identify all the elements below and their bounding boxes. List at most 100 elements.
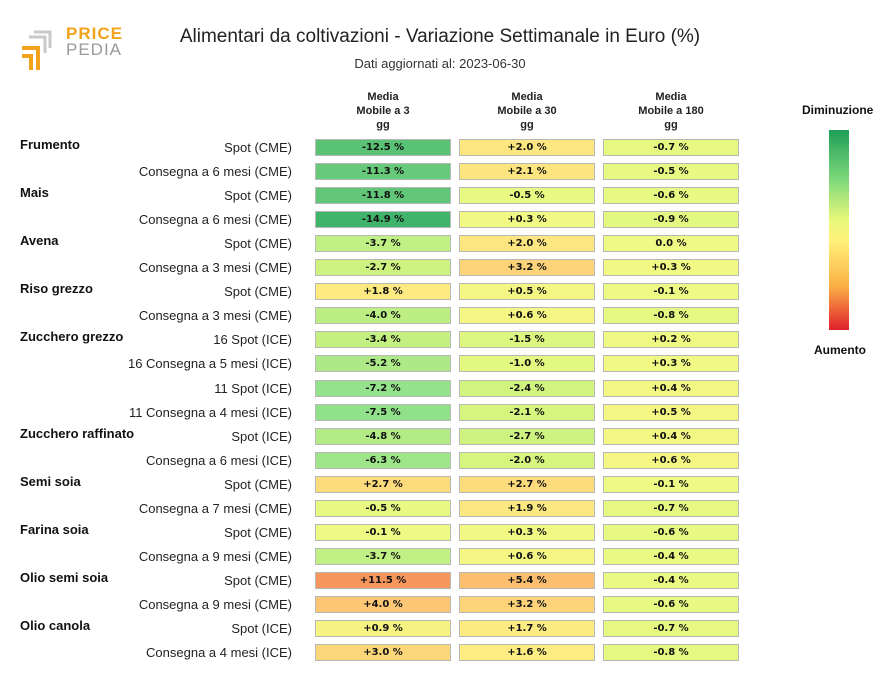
logo-wordmark: PRICE PEDIA: [66, 24, 123, 59]
column-header-line: gg: [520, 119, 534, 131]
row-label: Consegna a 9 mesi (CME): [138, 596, 292, 612]
heatmap-cell: +2.7 %: [459, 475, 595, 493]
legend-bottom-label: Aumento: [814, 343, 866, 357]
heatmap-cell: -0.1 %: [315, 523, 451, 541]
heatmap-cell: +4.0 %: [315, 595, 451, 613]
heatmap-cell: 0.0 %: [603, 235, 739, 253]
row-label: Consegna a 6 mesi (ICE): [146, 452, 292, 468]
heatmap-cell: +0.6 %: [459, 307, 595, 325]
heatmap-cell: -0.6 %: [603, 187, 739, 205]
row-label: Consegna a 4 mesi (ICE): [146, 645, 292, 661]
group-label: Olio semi soia: [20, 569, 109, 585]
heatmap-cell: +2.1 %: [459, 163, 595, 181]
group-label: Avena: [20, 233, 59, 249]
heatmap-cell: +1.8 %: [315, 283, 451, 301]
heatmap-cell: +0.3 %: [603, 259, 739, 277]
row-label: Consegna a 9 mesi (CME): [138, 548, 292, 564]
logo-mark-icon: [22, 30, 52, 70]
column-header: Media Mobile a 3 gg: [313, 90, 453, 132]
column-header-line: Media: [655, 91, 687, 103]
column-header-line: gg: [664, 119, 678, 131]
group-label: Riso grezzo: [20, 281, 93, 297]
heatmap-cell: -11.8 %: [315, 187, 451, 205]
row-label: Consegna a 6 mesi (CME): [138, 164, 292, 180]
row-label: Spot (ICE): [231, 428, 292, 444]
heatmap-cell: -7.2 %: [315, 379, 451, 397]
logo-word-price: PRICE: [66, 24, 123, 43]
heatmap-cell: -0.1 %: [603, 475, 739, 493]
heatmap-cell: -5.2 %: [315, 355, 451, 373]
row-label: 16 Consegna a 5 mesi (ICE): [127, 356, 292, 372]
heatmap-cell: -0.5 %: [315, 499, 451, 517]
heatmap-cell: -2.1 %: [459, 403, 595, 421]
heatmap-cell: +11.5 %: [315, 571, 451, 589]
row-label: Spot (CME): [224, 140, 292, 155]
heatmap-cell: -1.5 %: [459, 331, 595, 349]
heatmap-cell: +3.0 %: [315, 644, 451, 662]
column-header: Media Mobile a 30 gg: [457, 90, 597, 132]
heatmap-cell: -3.7 %: [315, 547, 451, 565]
heatmap-cell: +2.0 %: [459, 235, 595, 253]
heatmap-cell: +0.9 %: [315, 620, 451, 637]
column-header-line: Media: [511, 91, 543, 103]
heatmap-cell: -0.5 %: [459, 187, 595, 205]
heatmap-cell: +0.4 %: [603, 379, 739, 397]
heatmap-cell: +0.5 %: [459, 283, 595, 301]
heatmap-cell: +0.6 %: [603, 451, 739, 469]
chart-title: Alimentari da coltivazioni - Variazione …: [179, 26, 701, 47]
heatmap-cell: -2.0 %: [459, 451, 595, 469]
group-label: Zucchero raffinato: [20, 425, 135, 441]
heatmap-cell: -2.7 %: [459, 427, 595, 445]
row-label: 11 Spot (ICE): [214, 380, 292, 396]
chart-subtitle: Dati aggiornati al: 2023-06-30: [354, 56, 526, 71]
heatmap-cell: -0.8 %: [603, 307, 739, 325]
group-label: Frumento: [20, 137, 80, 152]
heatmap-cell: +0.4 %: [603, 427, 739, 445]
legend-top-label: Diminuzione: [802, 103, 874, 117]
heatmap-cell: -11.3 %: [315, 163, 451, 181]
column-header-line: Media: [367, 91, 399, 103]
column-header-line: gg: [376, 119, 390, 131]
row-label: Spot (CME): [224, 188, 292, 204]
heatmap-cell: -12.5 %: [315, 139, 451, 156]
row-label: Spot (CME): [224, 284, 292, 300]
heatmap-cell: -4.8 %: [315, 427, 451, 445]
row-label: 16 Spot (ICE): [213, 332, 292, 348]
logo-word-pedia: PEDIA: [66, 40, 123, 59]
heatmap-cell: -0.9 %: [603, 211, 739, 229]
heatmap-cell: -0.1 %: [603, 283, 739, 301]
legend-color-bar: [829, 130, 849, 330]
group-label: Semi soia: [20, 473, 81, 489]
heatmap-cell: +1.6 %: [459, 644, 595, 662]
row-label: Consegna a 7 mesi (CME): [138, 500, 292, 516]
heatmap-cell: -0.7 %: [603, 620, 739, 637]
row-label: Consegna a 6 mesi (CME): [138, 212, 292, 228]
heatmap-cell: -0.4 %: [603, 571, 739, 589]
row-label: Spot (CME): [224, 572, 292, 588]
heatmap-cell: -0.5 %: [603, 163, 739, 181]
heatmap-cell: +2.0 %: [459, 139, 595, 156]
heatmap-cell: -4.0 %: [315, 307, 451, 325]
heatmap-cell: -3.7 %: [315, 235, 451, 253]
heatmap-cell: -1.0 %: [459, 355, 595, 373]
heatmap-cell: -2.7 %: [315, 259, 451, 277]
column-header-line: Mobile a 3: [356, 105, 410, 117]
heatmap-cell: +1.9 %: [459, 499, 595, 517]
heatmap-cell: +0.2 %: [603, 331, 739, 349]
row-label: 11 Consegna a 4 mesi (ICE): [128, 404, 292, 420]
heatmap-cell: -2.4 %: [459, 379, 595, 397]
row-label: Consegna a 3 mesi (CME): [138, 260, 292, 276]
row-label: Spot (ICE): [231, 621, 292, 636]
group-label: Olio canola: [20, 618, 91, 633]
group-label: Zucchero grezzo: [20, 329, 124, 345]
heatmap-cell: +3.2 %: [459, 259, 595, 277]
heatmap-cell: -0.4 %: [603, 547, 739, 565]
row-label: Spot (CME): [224, 236, 292, 252]
heatmap-cell: -0.7 %: [603, 499, 739, 517]
heatmap-cell: +0.3 %: [459, 211, 595, 229]
heatmap-cell: +2.7 %: [315, 475, 451, 493]
heatmap-cell: -7.5 %: [315, 403, 451, 421]
row-label: Consegna a 3 mesi (CME): [138, 308, 292, 324]
heatmap-cell: +5.4 %: [459, 571, 595, 589]
heatmap-cell: +3.2 %: [459, 595, 595, 613]
